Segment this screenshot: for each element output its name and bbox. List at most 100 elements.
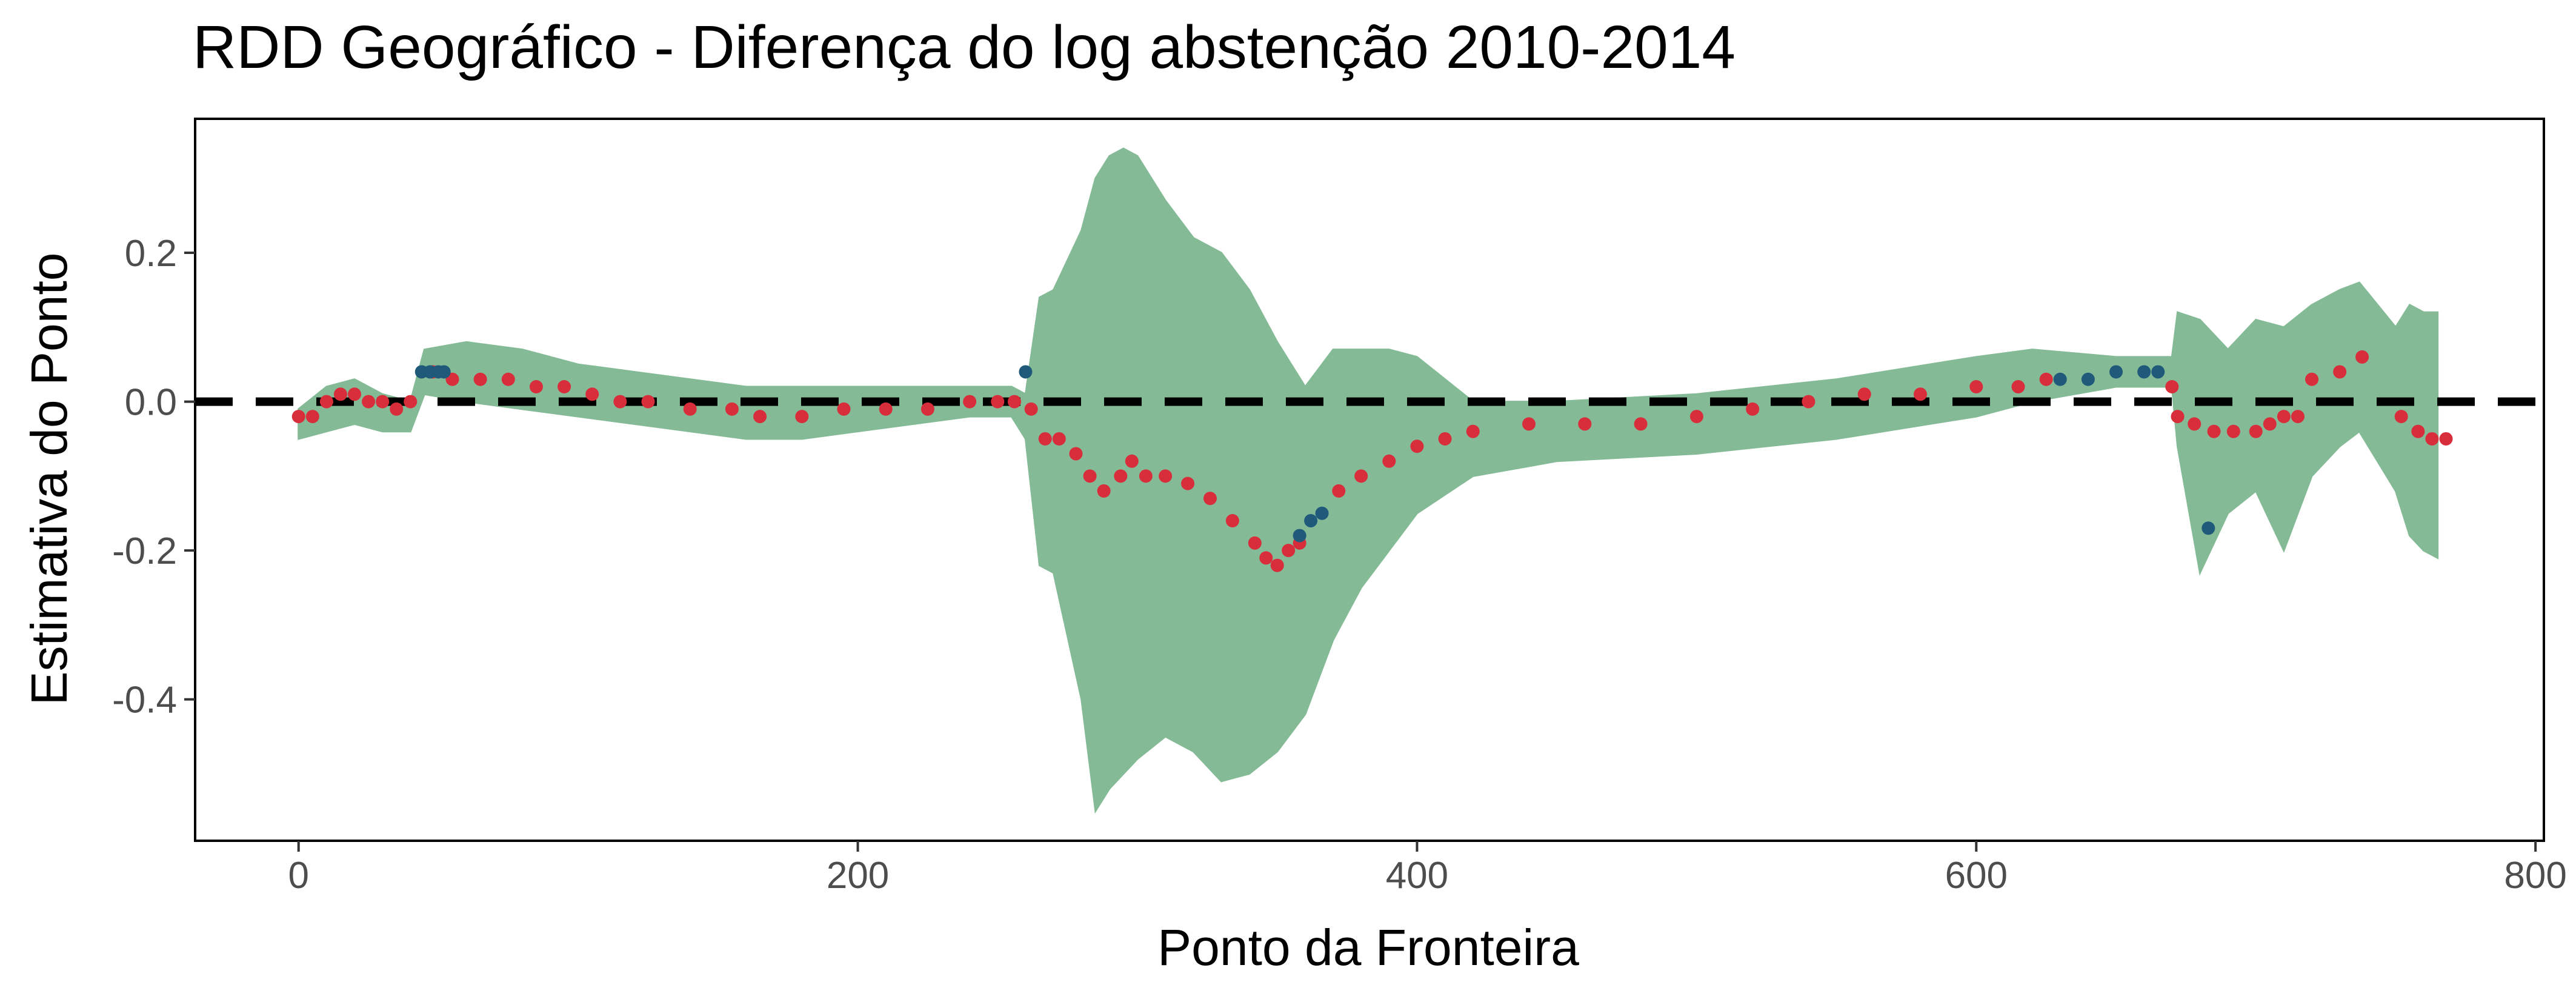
data-point	[305, 410, 319, 424]
x-tick-label: 600	[1945, 855, 2008, 897]
data-point	[725, 402, 739, 416]
data-point	[1125, 454, 1139, 468]
data-point	[1802, 395, 1816, 409]
x-axis: 0 200 400 600 800	[288, 841, 2567, 897]
data-point	[2202, 521, 2215, 535]
y-tick-label: 0.2	[125, 233, 177, 275]
data-point	[1857, 387, 1871, 401]
ci-band-area	[298, 147, 2439, 814]
not-significant-points	[291, 350, 2453, 572]
data-point	[2355, 350, 2369, 364]
data-point	[2439, 432, 2453, 446]
data-point	[1007, 395, 1021, 409]
data-point	[963, 395, 977, 409]
data-point	[1438, 432, 1452, 446]
data-point	[1914, 387, 1928, 401]
data-point	[2039, 372, 2053, 386]
data-point	[641, 395, 655, 409]
significant-points	[414, 365, 2215, 543]
data-point	[376, 395, 390, 409]
data-point	[1259, 551, 1273, 565]
data-point	[362, 395, 376, 409]
data-point	[348, 387, 362, 401]
data-point	[1969, 380, 1983, 394]
data-point	[2333, 365, 2347, 379]
y-axis-title: Estimativa do Ponto	[21, 252, 78, 705]
data-point	[390, 402, 404, 416]
data-point	[333, 387, 347, 401]
data-point	[501, 372, 515, 386]
x-axis-title: Ponto da Fronteira	[1157, 919, 1579, 976]
data-point	[291, 410, 305, 424]
data-point	[1354, 469, 1368, 483]
data-point	[1689, 410, 1703, 424]
data-point	[920, 402, 934, 416]
data-point	[1052, 432, 1066, 446]
data-point	[1304, 514, 1318, 528]
data-point	[1270, 558, 1284, 572]
data-point	[1248, 536, 1262, 550]
data-point	[683, 402, 697, 416]
data-point	[1466, 424, 1480, 438]
data-point	[1410, 439, 1424, 453]
data-point	[1634, 417, 1648, 431]
ci-band	[298, 147, 2439, 814]
data-point	[2165, 380, 2179, 394]
data-point	[319, 395, 333, 409]
data-point	[1181, 476, 1195, 490]
data-point	[1382, 454, 1396, 468]
x-tick-label: 200	[827, 855, 889, 897]
data-point	[2137, 365, 2151, 379]
data-point	[1522, 417, 1536, 431]
plot-area	[194, 118, 2545, 842]
data-point	[2081, 372, 2095, 386]
data-point	[2277, 410, 2291, 424]
data-point	[2226, 424, 2240, 438]
data-point	[2394, 410, 2408, 424]
data-point	[1746, 402, 1760, 416]
data-point	[585, 387, 599, 401]
data-point	[1097, 484, 1111, 498]
data-point	[1282, 544, 1296, 558]
y-tick-label: -0.2	[112, 530, 177, 572]
data-point	[753, 410, 767, 424]
data-point	[557, 380, 571, 394]
data-point	[1083, 469, 1097, 483]
data-point	[1024, 402, 1038, 416]
data-point	[1139, 469, 1153, 483]
data-point	[2249, 424, 2263, 438]
data-point	[2207, 424, 2221, 438]
data-point	[837, 402, 851, 416]
y-tick-label: 0.0	[125, 382, 177, 424]
data-point	[613, 395, 627, 409]
data-point	[2109, 365, 2123, 379]
data-point	[1578, 417, 1592, 431]
data-point	[2151, 365, 2165, 379]
data-point	[991, 395, 1005, 409]
data-point	[1203, 492, 1217, 506]
data-point	[1293, 529, 1306, 543]
x-tick-label: 0	[288, 855, 308, 897]
data-point	[1038, 432, 1052, 446]
data-point	[1069, 447, 1083, 461]
data-point	[1332, 484, 1346, 498]
data-point	[1225, 514, 1239, 528]
y-tick-label: -0.4	[112, 680, 177, 721]
data-point	[2411, 424, 2425, 438]
data-point	[2011, 380, 2025, 394]
data-point	[437, 365, 451, 379]
data-point	[2263, 417, 2277, 431]
data-point	[1159, 469, 1173, 483]
x-tick-label: 400	[1386, 855, 1448, 897]
x-tick-label: 800	[2504, 855, 2566, 897]
data-point	[2188, 417, 2202, 431]
data-point	[879, 402, 893, 416]
data-point	[795, 410, 809, 424]
data-point	[2291, 410, 2305, 424]
y-axis: 0.2 0.0 -0.2 -0.4	[112, 233, 195, 721]
data-point	[2171, 410, 2185, 424]
chart-title: RDD Geográfico - Diferença do log absten…	[193, 13, 1736, 81]
data-point	[1019, 365, 1033, 379]
data-point	[2305, 372, 2319, 386]
